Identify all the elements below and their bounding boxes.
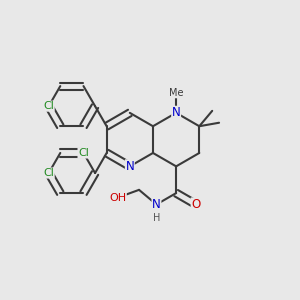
Text: Cl: Cl: [43, 101, 54, 111]
Text: OH: OH: [109, 193, 126, 202]
Text: N: N: [172, 106, 181, 119]
Text: N: N: [125, 160, 134, 173]
Text: Cl: Cl: [43, 168, 54, 178]
Text: H: H: [153, 213, 160, 223]
Text: Me: Me: [169, 88, 183, 98]
Text: Cl: Cl: [78, 148, 89, 158]
Text: O: O: [191, 198, 200, 211]
Text: N: N: [152, 198, 161, 211]
